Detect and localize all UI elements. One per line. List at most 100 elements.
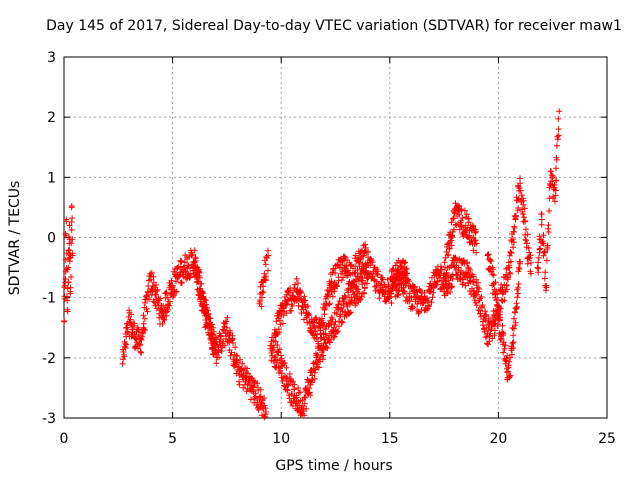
- data-point: [388, 300, 395, 306]
- data-point: [496, 304, 503, 311]
- data-point: [467, 266, 474, 273]
- data-point: [465, 215, 472, 222]
- data-point: [553, 142, 560, 149]
- data-point: [361, 284, 368, 291]
- data-point: [153, 281, 160, 288]
- data-point: [305, 377, 312, 384]
- data-point: [123, 341, 130, 348]
- data-point: [334, 328, 341, 335]
- data-point: [535, 254, 542, 261]
- data-point: [538, 221, 545, 228]
- data-point: [538, 211, 545, 217]
- data-point: [163, 290, 169, 297]
- data-point: [500, 349, 507, 356]
- data-point: [333, 329, 340, 336]
- data-point: [178, 258, 185, 265]
- data-point: [347, 271, 354, 278]
- data-point: [515, 183, 522, 190]
- data-point: [504, 276, 511, 283]
- data-point: [151, 299, 158, 306]
- data-point: [552, 187, 559, 194]
- data-point: [428, 299, 435, 306]
- data-point: [320, 352, 327, 359]
- data-point: [521, 205, 528, 212]
- data-point: [304, 303, 311, 310]
- data-point: [320, 319, 327, 326]
- x-tick-label: 10: [272, 431, 290, 447]
- data-point: [473, 302, 480, 309]
- data-point: [473, 240, 480, 247]
- data-point: [523, 226, 529, 233]
- data-point: [499, 322, 506, 329]
- data-point: [511, 309, 518, 316]
- data-point: [284, 386, 290, 393]
- data-point: [497, 305, 504, 312]
- data-point: [346, 310, 353, 317]
- data-point: [127, 316, 134, 323]
- data-point: [548, 168, 554, 175]
- data-point: [146, 296, 153, 303]
- data-point: [283, 364, 290, 371]
- data-point: [510, 339, 517, 346]
- data-point: [517, 258, 524, 265]
- data-point: [272, 338, 279, 345]
- x-tick-label: 15: [381, 431, 399, 447]
- data-point: [331, 321, 338, 328]
- data-point: [538, 216, 545, 223]
- y-tick-label: 1: [47, 170, 56, 186]
- data-point: [362, 244, 369, 251]
- data-point: [262, 273, 269, 280]
- data-point: [250, 384, 257, 391]
- data-point: [324, 345, 331, 352]
- data-point: [460, 257, 467, 264]
- data-point: [135, 326, 142, 333]
- data-point: [499, 329, 506, 336]
- data-point: [265, 267, 271, 274]
- data-point: [447, 289, 454, 295]
- data-point: [508, 250, 515, 257]
- data-point: [286, 371, 293, 377]
- data-point: [505, 362, 512, 369]
- data-point: [339, 258, 346, 265]
- data-point: [553, 165, 559, 172]
- data-point: [257, 283, 264, 290]
- data-point: [331, 288, 338, 295]
- data-point: [509, 325, 516, 331]
- data-point: [260, 289, 267, 295]
- data-point: [451, 209, 457, 216]
- data-point: [514, 294, 521, 301]
- data-point: [311, 323, 318, 330]
- data-point: [455, 264, 462, 271]
- data-point: [446, 245, 453, 252]
- data-point: [526, 249, 533, 256]
- x-tick-label: 0: [60, 431, 69, 447]
- data-point: [262, 261, 269, 268]
- data-point: [263, 409, 269, 415]
- data-point: [356, 296, 363, 303]
- data-point: [424, 295, 431, 302]
- data-point: [274, 356, 281, 363]
- data-point: [506, 358, 513, 365]
- data-point: [515, 205, 522, 211]
- data-point: [254, 380, 261, 387]
- data-point: [137, 348, 144, 355]
- data-point: [555, 126, 562, 133]
- data-point: [173, 288, 180, 295]
- data-point: [467, 235, 474, 242]
- data-point: [211, 335, 218, 342]
- data-point: [315, 340, 322, 347]
- data-point: [553, 177, 560, 184]
- data-point: [341, 253, 348, 260]
- data-point: [523, 237, 530, 244]
- data-point: [173, 278, 179, 285]
- data-point: [348, 261, 355, 268]
- data-point: [463, 211, 470, 218]
- data-point: [409, 304, 416, 311]
- x-tick-label: 20: [489, 431, 507, 447]
- data-point: [247, 396, 254, 403]
- data-point: [138, 349, 145, 356]
- data-point: [438, 263, 444, 270]
- y-axis-label: SDTVAR / TECUs: [7, 181, 23, 296]
- data-point: [275, 329, 282, 335]
- data-point: [322, 326, 329, 333]
